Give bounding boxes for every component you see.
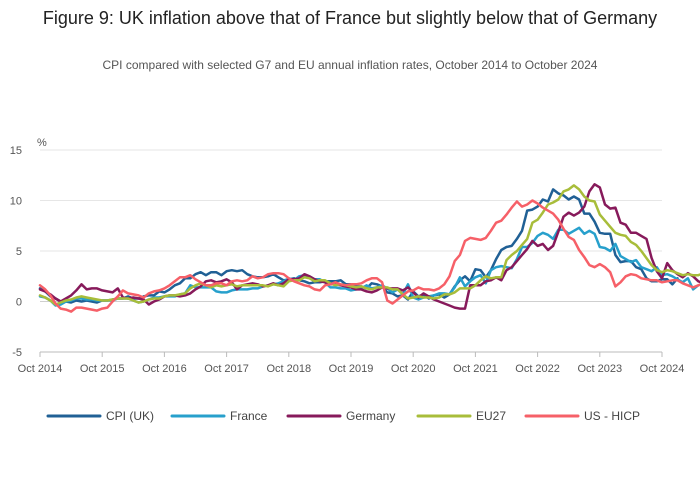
series-line-france <box>38 226 700 307</box>
series-line-eu27 <box>38 184 700 306</box>
series-line-us-hicp <box>38 199 700 313</box>
y-tick-label: 5 <box>16 246 22 258</box>
y-axis: -5 0 5 10 15% <box>10 137 47 359</box>
x-axis: Oct 2014 Oct 2015 Oct 2016 Oct 2017 Oct 2018… <box>18 351 685 375</box>
x-tick-label: Oct 2020 <box>391 363 436 375</box>
legend-label: US - HICP <box>584 409 640 423</box>
legend-label: France <box>230 409 268 423</box>
x-tick-label: Oct 2024 <box>640 363 685 375</box>
x-tick-label: Oct 2014 <box>18 363 63 375</box>
legend-label: CPI (UK) <box>106 409 154 423</box>
series-line-germany <box>38 183 700 310</box>
legend-label: Germany <box>346 409 395 423</box>
y-axis-label: % <box>37 137 47 149</box>
legend-label: EU27 <box>476 409 506 423</box>
x-tick-label: Oct 2022 <box>515 363 560 375</box>
series-line-cpi-uk <box>38 188 679 304</box>
x-tick-label: Oct 2018 <box>266 363 311 375</box>
gridlines <box>40 149 662 353</box>
y-tick-label: 15 <box>10 145 22 157</box>
x-tick-label: Oct 2021 <box>453 363 498 375</box>
x-tick-label: Oct 2019 <box>329 363 374 375</box>
y-tick-label: 0 <box>16 297 22 309</box>
x-tick-label: Oct 2023 <box>577 363 622 375</box>
x-tick-label: Oct 2015 <box>80 363 125 375</box>
chart-subtitle: CPI compared with selected G7 and EU ann… <box>102 58 598 72</box>
y-tick-label: -5 <box>12 347 22 359</box>
chart-title: Figure 9: UK inflation above that of Fra… <box>42 8 658 28</box>
y-tick-label: 10 <box>10 196 22 208</box>
legend: CPI (UK) France Germany EU27 US - HICP <box>46 409 640 423</box>
x-tick-label: Oct 2017 <box>204 363 249 375</box>
plot-area <box>38 183 700 313</box>
x-tick-label: Oct 2016 <box>142 363 187 375</box>
